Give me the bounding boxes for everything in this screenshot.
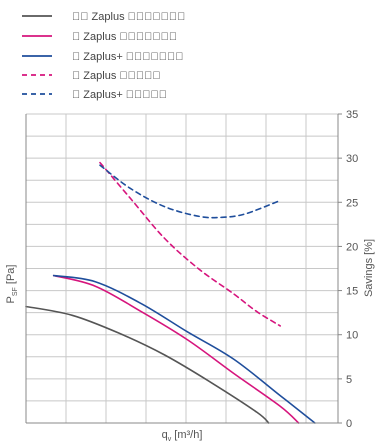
y-right-tick-label: 35	[346, 109, 358, 121]
legend-label-1:   Zaplus        	[72, 31, 177, 43]
legend-label-2:   Zaplus+        	[72, 51, 184, 63]
series-line-4	[99, 164, 281, 219]
series-line-2	[52, 274, 316, 424]
y-axis-right-title: Savings [%]	[363, 239, 375, 297]
y-right-tick-label: 30	[346, 153, 358, 165]
y-right-tick-label: 15	[346, 286, 358, 298]
legend-label-4:   Zaplus+      	[72, 89, 167, 101]
y-right-tick-label: 0	[346, 418, 352, 430]
y-right-tick-label: 10	[346, 330, 358, 342]
y-right-tick-label: 20	[346, 241, 358, 253]
legend:    Zaplus           Zaplus           Zaplu…	[22, 11, 185, 101]
legend-label-0:    Zaplus        	[72, 11, 185, 23]
x-axis-title: qv [m³/h]	[162, 429, 203, 443]
axes: 0 5 10 15 20 25 30 35	[25, 109, 358, 430]
series-group	[25, 161, 316, 424]
y-axis-left-title: PSF [Pa]	[5, 265, 19, 304]
series-line-3	[99, 161, 281, 327]
y-right-tick-label: 25	[346, 197, 358, 209]
series-line-1	[52, 274, 300, 424]
legend-label-3:   Zaplus      	[72, 70, 161, 82]
series-line-0	[25, 305, 270, 424]
y-right-tick-label: 5	[346, 374, 352, 386]
